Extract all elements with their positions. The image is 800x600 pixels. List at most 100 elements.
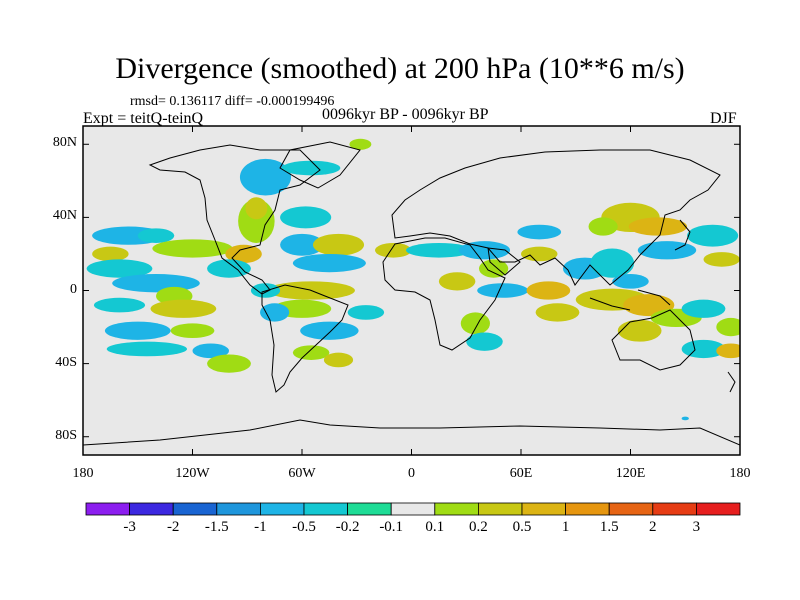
chart-title: Divergence (smoothed) at 200 hPa (10**6 … [115, 52, 685, 85]
field-blob [150, 299, 217, 318]
season-label: DJF [710, 110, 737, 127]
field-blob [588, 217, 618, 236]
field-blob [628, 217, 688, 236]
australia-coast [611, 309, 696, 371]
field-blob [681, 339, 726, 359]
y-tick-label: 80S [55, 427, 77, 443]
colorbar-swatch [477, 502, 523, 516]
y-tick-label: 40S [55, 354, 77, 370]
colorbar-swatch [521, 502, 566, 516]
field-blob [106, 341, 188, 357]
north-america-coast [148, 144, 321, 295]
colorbar-label: 1 [561, 519, 570, 535]
field-blob [637, 241, 697, 260]
x-tick-label: 120W [175, 466, 210, 481]
field-blob [280, 206, 332, 229]
colorbar-swatch [696, 502, 741, 516]
colorbar-swatch [303, 502, 348, 516]
colorbar-swatch [216, 502, 261, 516]
field-blob [406, 242, 472, 258]
y-tick-label: 80N [52, 135, 77, 151]
antarctica-coast [83, 419, 740, 446]
greenland-coast [279, 141, 361, 189]
rmsd-diff-stats: rmsd= 0.136117 diff= -0.000199496 [130, 94, 335, 109]
colorbar-label: -0.2 [335, 519, 360, 535]
field-blob [521, 246, 558, 262]
colorbar-swatch [565, 502, 610, 516]
japan-coast [674, 219, 691, 251]
colorbar-label: -0.1 [379, 519, 404, 535]
field-blob [716, 343, 740, 359]
field-blob [347, 305, 385, 320]
field-blob [681, 416, 689, 421]
field-blob [349, 138, 372, 150]
field-blob [170, 323, 215, 339]
field-blob [239, 158, 292, 196]
field-blob [300, 321, 359, 340]
y-tick-label: 0 [70, 281, 77, 297]
x-tick-label: 60E [509, 466, 533, 481]
coastlines [83, 141, 740, 446]
field-blob [687, 224, 739, 247]
colorbar-swatch [129, 502, 174, 516]
indonesia-coast [589, 289, 671, 311]
colorbar-label: -1 [254, 519, 267, 535]
field-blob [477, 283, 529, 298]
colorbar-label: 0.5 [512, 519, 532, 535]
field-blob [104, 321, 171, 340]
colorbar-label: 0.1 [425, 519, 445, 535]
field-blob [716, 317, 740, 337]
colorbar-swatch [608, 502, 654, 516]
field-blob [458, 241, 511, 260]
field-blob [460, 312, 490, 335]
colorbar-swatch [347, 502, 392, 516]
colorbar-swatch [85, 502, 130, 516]
field-blob [466, 332, 503, 351]
field-blob [92, 246, 129, 262]
period-label: 0096kyr BP - 0096kyr BP [322, 106, 489, 123]
colorbar-label: 1.5 [599, 519, 619, 535]
africa-coast [382, 237, 506, 351]
experiment-label: Expt = teitQ-teinQ [83, 110, 204, 127]
field-blob [86, 259, 153, 278]
x-tick-label: 0 [408, 466, 415, 481]
field-blob [526, 281, 571, 300]
field-blob [438, 272, 476, 291]
field-blob [192, 343, 229, 359]
y-tick-label: 40N [52, 208, 77, 224]
field-blob [292, 253, 366, 273]
colorbar-swatch [390, 502, 436, 516]
field-blob [617, 319, 662, 342]
colorbar-label: 0.2 [469, 519, 488, 535]
field-blob [292, 345, 330, 360]
field-blob [323, 352, 354, 368]
field-blob [207, 259, 251, 278]
field-blob [681, 299, 726, 318]
colorbar-swatch [172, 502, 218, 516]
colorbar-swatch [434, 502, 479, 516]
field-blob [375, 242, 412, 258]
field-blob [152, 239, 233, 258]
field-blob [590, 248, 635, 278]
field-blob [703, 252, 740, 267]
colorbar-swatch [259, 502, 305, 516]
field-blob [260, 303, 290, 322]
colorbar-label: -2 [166, 519, 180, 535]
field-blob [312, 233, 365, 256]
arabia-coast [487, 247, 521, 276]
colorbar-swatch [652, 502, 697, 516]
colorbar [85, 502, 741, 516]
colorbar-label: 2 [649, 519, 657, 535]
x-tick-label: 60W [288, 466, 316, 481]
colorbar-label: -3 [123, 519, 136, 535]
field-blob [225, 244, 262, 264]
x-tick-label: 180 [72, 466, 94, 481]
field-blob [280, 233, 324, 256]
field-blob [245, 197, 268, 220]
axis-ticks [82, 126, 741, 455]
field-blob [517, 224, 562, 240]
x-tick-label: 180 [729, 466, 751, 481]
colorbar-label: -0.5 [292, 519, 316, 535]
field-blob [281, 160, 341, 176]
